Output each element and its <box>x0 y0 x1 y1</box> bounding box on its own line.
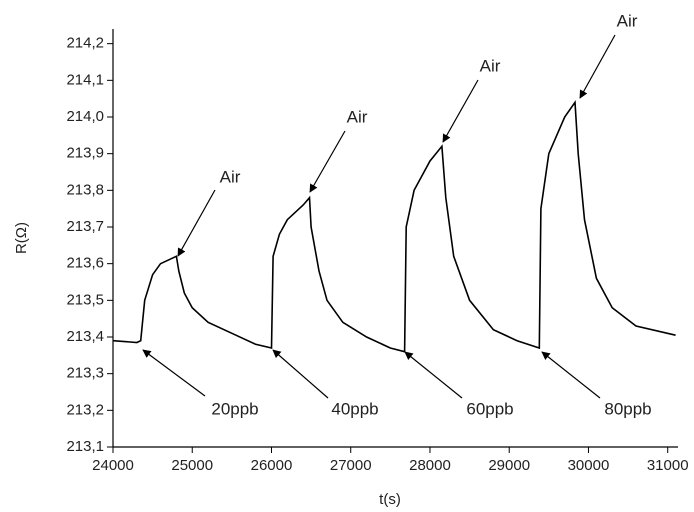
x-tick-label: 24000 <box>92 457 134 474</box>
y-tick-label: 213,4 <box>66 328 104 345</box>
annotation: 60ppb <box>466 399 513 418</box>
annotation: 20ppb <box>211 399 258 418</box>
y-tick-label: 214,1 <box>66 71 104 88</box>
x-tick-label: 27000 <box>330 457 372 474</box>
y-tick-label: 213,3 <box>66 365 104 382</box>
annotation-arrow <box>272 349 329 399</box>
x-tick-label: 31000 <box>647 457 689 474</box>
annotation: Air <box>347 107 368 126</box>
y-tick-label: 213,6 <box>66 255 104 272</box>
y-tick-label: 213,2 <box>66 401 104 418</box>
y-axis-title: R(Ω) <box>13 222 30 254</box>
x-tick-label: 25000 <box>171 457 213 474</box>
annotation-arrow <box>579 34 616 99</box>
annotation: Air <box>617 11 638 30</box>
annotation: Air <box>220 167 241 186</box>
x-tick-label: 28000 <box>409 457 451 474</box>
annotation: 80ppb <box>604 399 651 418</box>
y-tick-label: 213,8 <box>66 181 104 198</box>
annotation-arrow <box>541 351 601 399</box>
y-tick-label: 213,7 <box>66 218 104 235</box>
annotation: Air <box>480 56 501 75</box>
x-axis-title: t(s) <box>379 491 401 508</box>
annotation-arrow <box>142 349 206 397</box>
y-tick-label: 214,2 <box>66 35 104 52</box>
annotation: 40ppb <box>331 399 378 418</box>
annotation-arrow <box>177 189 216 257</box>
y-tick-label: 214,0 <box>66 108 104 125</box>
annotation-arrow <box>309 130 346 193</box>
x-tick-label: 29000 <box>488 457 530 474</box>
y-tick-label: 213,5 <box>66 291 104 308</box>
y-tick-label: 213,9 <box>66 145 104 162</box>
x-tick-label: 30000 <box>568 457 610 474</box>
annotation-arrow <box>442 79 479 143</box>
y-tick-label: 213,1 <box>66 438 104 455</box>
annotation-arrow <box>404 351 463 399</box>
line <box>112 99 676 353</box>
x-tick-label: 26000 <box>251 457 293 474</box>
